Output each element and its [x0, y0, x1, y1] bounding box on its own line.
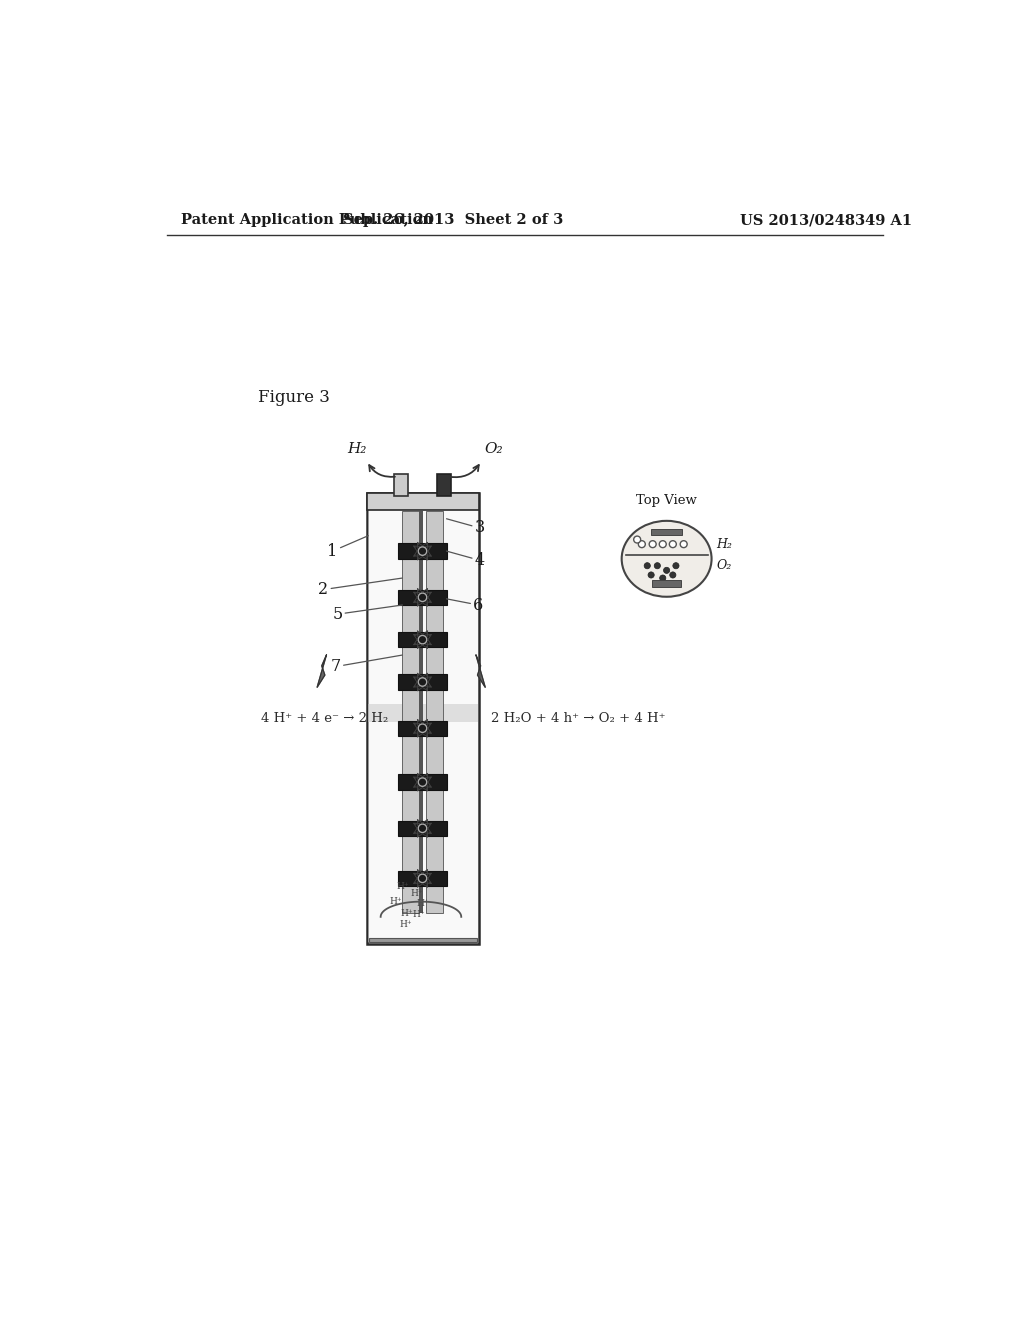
Ellipse shape [673, 562, 679, 569]
Polygon shape [426, 836, 442, 871]
Polygon shape [426, 647, 442, 675]
Text: H⁺: H⁺ [413, 909, 425, 919]
Polygon shape [426, 789, 442, 821]
Ellipse shape [654, 562, 660, 569]
Polygon shape [397, 721, 447, 737]
Polygon shape [426, 689, 442, 721]
Polygon shape [369, 704, 477, 722]
Polygon shape [317, 655, 327, 688]
Polygon shape [397, 544, 447, 558]
Text: H⁺: H⁺ [410, 890, 423, 898]
Polygon shape [369, 937, 477, 942]
Ellipse shape [680, 541, 687, 548]
Ellipse shape [649, 541, 656, 548]
Ellipse shape [659, 576, 666, 581]
Polygon shape [397, 821, 447, 836]
Polygon shape [402, 789, 420, 821]
Text: 6: 6 [446, 597, 483, 614]
Text: H⁺: H⁺ [400, 908, 414, 917]
Ellipse shape [638, 541, 645, 548]
Polygon shape [426, 511, 442, 544]
Polygon shape [402, 737, 420, 775]
Text: H⁺: H⁺ [397, 882, 410, 891]
Polygon shape [402, 689, 420, 721]
Ellipse shape [648, 572, 654, 578]
Text: H⁺: H⁺ [416, 899, 429, 908]
Polygon shape [651, 529, 682, 536]
Polygon shape [397, 775, 447, 789]
Ellipse shape [634, 536, 641, 543]
Text: 3: 3 [446, 519, 485, 536]
Polygon shape [402, 605, 420, 632]
Polygon shape [402, 647, 420, 675]
Text: 2 H₂O + 4 h⁺ → O₂ + 4 H⁺: 2 H₂O + 4 h⁺ → O₂ + 4 H⁺ [490, 713, 666, 726]
Polygon shape [426, 558, 442, 590]
Text: O₂: O₂ [716, 560, 731, 573]
Text: H₂: H₂ [716, 537, 732, 550]
Polygon shape [426, 605, 442, 632]
Polygon shape [426, 886, 442, 913]
Text: 4: 4 [446, 552, 485, 569]
Text: 2: 2 [318, 578, 402, 598]
Polygon shape [397, 590, 447, 605]
Polygon shape [402, 886, 420, 913]
Polygon shape [394, 474, 408, 496]
Text: Patent Application Publication: Patent Application Publication [180, 213, 433, 227]
Text: H⁺: H⁺ [389, 898, 401, 906]
Polygon shape [402, 836, 420, 871]
Text: 7: 7 [331, 655, 402, 675]
Polygon shape [397, 871, 447, 886]
Text: Top View: Top View [636, 494, 697, 507]
Polygon shape [476, 655, 485, 688]
Ellipse shape [664, 568, 670, 573]
Text: H⁺: H⁺ [399, 920, 412, 929]
Polygon shape [397, 632, 447, 647]
Polygon shape [367, 494, 479, 511]
Polygon shape [402, 511, 420, 544]
Ellipse shape [670, 541, 676, 548]
Text: Sep. 26, 2013  Sheet 2 of 3: Sep. 26, 2013 Sheet 2 of 3 [343, 213, 563, 227]
Polygon shape [420, 511, 423, 913]
Ellipse shape [644, 562, 650, 569]
Ellipse shape [659, 541, 667, 548]
Ellipse shape [622, 521, 712, 597]
Polygon shape [437, 474, 452, 496]
Polygon shape [369, 495, 477, 942]
Polygon shape [402, 558, 420, 590]
Polygon shape [652, 581, 681, 586]
Polygon shape [426, 737, 442, 775]
Text: 4 H⁺ + 4 e⁻ → 2 H₂: 4 H⁺ + 4 e⁻ → 2 H₂ [261, 713, 388, 726]
Polygon shape [397, 675, 447, 689]
Text: Figure 3: Figure 3 [258, 388, 330, 405]
Text: O₂: O₂ [484, 442, 503, 457]
Text: 5: 5 [332, 605, 402, 623]
Text: H₂: H₂ [348, 442, 367, 457]
Text: US 2013/0248349 A1: US 2013/0248349 A1 [740, 213, 912, 227]
Ellipse shape [670, 572, 676, 578]
Text: 1: 1 [328, 536, 369, 560]
